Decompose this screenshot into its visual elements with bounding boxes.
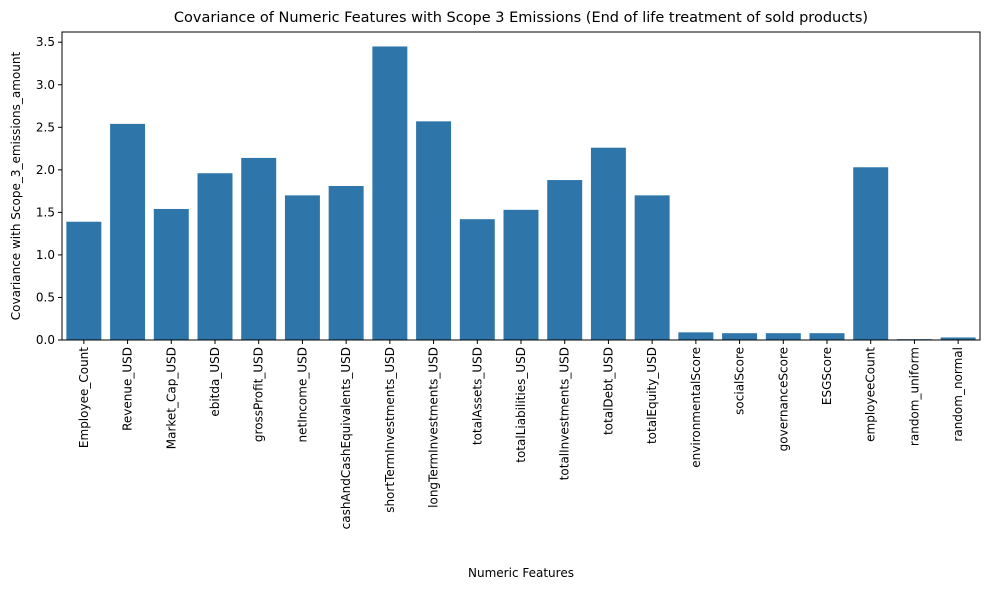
x-tick-label: cashAndCashEquivalents_USD [339, 347, 353, 529]
x-tick-label: totalAssets_USD [470, 347, 484, 445]
bar-totalAssets_USD [459, 219, 495, 340]
x-tick-label: Employee_Count [77, 347, 91, 448]
y-tick-label: 2.0 [36, 163, 55, 177]
bar-grossProfit_USD [241, 157, 277, 340]
x-tick-label: longTermInvestments_USD [427, 347, 441, 508]
bar-netIncome_USD [284, 195, 320, 340]
bar-totalInvestments_USD [547, 180, 583, 340]
bar-ebitda_USD [197, 173, 233, 340]
x-axis-label: Numeric Features [468, 566, 574, 580]
bar-Employee_Count [66, 221, 102, 340]
chart-title: Covariance of Numeric Features with Scop… [174, 10, 868, 26]
y-tick-label: 3.5 [36, 35, 55, 49]
bar-Revenue_USD [110, 123, 146, 341]
y-axis-label: Covariance with Scope_3_emissions_amount [9, 52, 23, 321]
x-tick-label: grossProfit_USD [252, 347, 266, 442]
bar-shortTermInvestments_USD [372, 46, 408, 341]
bar-cashAndCashEquivalents_USD [328, 186, 364, 340]
bar-longTermInvestments_USD [416, 121, 452, 341]
x-tick-label: socialScore [733, 347, 747, 415]
bar-totalDebt_USD [590, 147, 626, 340]
x-axis-ticks: Employee_Count Revenue_USD Market_Cap_USD e… [77, 340, 965, 529]
y-tick-label: 0.5 [36, 290, 55, 304]
x-tick-label: random_normal [951, 347, 965, 442]
x-tick-label: governanceScore [776, 347, 790, 451]
bar-environmentalScore [678, 332, 714, 340]
x-tick-label: employeeCount [864, 347, 878, 442]
y-tick-label: 0.0 [36, 333, 55, 347]
bar-employeeCount [853, 167, 889, 340]
bar-totalEquity_USD [634, 195, 670, 340]
x-tick-label: random_uniform [907, 347, 921, 446]
x-tick-label: totalLiabilities_USD [514, 347, 528, 463]
x-tick-label: Market_Cap_USD [164, 347, 178, 449]
bars [66, 46, 976, 341]
x-tick-label: totalInvestments_USD [558, 347, 572, 480]
bar-socialScore [722, 333, 758, 340]
x-tick-label: shortTermInvestments_USD [383, 347, 397, 513]
y-tick-label: 1.5 [36, 205, 55, 219]
bar-governanceScore [765, 333, 801, 340]
x-tick-label: environmentalScore [689, 347, 703, 468]
x-tick-label: Revenue_USD [121, 347, 135, 431]
y-tick-label: 2.5 [36, 120, 55, 134]
plot-frame [61, 31, 981, 341]
x-tick-label: totalDebt_USD [601, 347, 615, 435]
x-tick-label: totalEquity_USD [645, 347, 659, 444]
bar-ESGScore [809, 333, 845, 340]
y-tick-label: 1.0 [36, 248, 55, 262]
x-tick-label: ESGScore [820, 347, 834, 405]
bar-Market_Cap_USD [153, 208, 189, 340]
x-tick-label: netIncome_USD [295, 347, 309, 443]
bar-random_normal [940, 337, 976, 340]
bar-totalLiabilities_USD [503, 209, 539, 340]
y-tick-label: 3.0 [36, 78, 55, 92]
y-axis-ticks: 0.0 0.5 1.0 1.5 2.0 2.5 3.0 3.5 [36, 35, 62, 347]
x-tick-label: ebitda_USD [208, 347, 222, 417]
